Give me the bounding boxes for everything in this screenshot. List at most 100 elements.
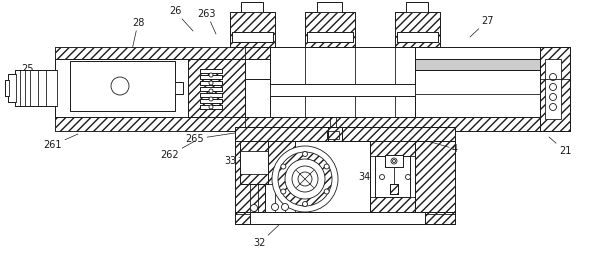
Bar [8, 74, 16, 102]
Bar [415, 59, 540, 70]
Bar [385, 155, 403, 167]
Text: 34: 34 [358, 163, 375, 182]
Circle shape [111, 77, 129, 95]
Bar [370, 141, 415, 156]
Bar [235, 212, 455, 224]
Text: 261: 261 [44, 134, 78, 150]
Bar [265, 141, 295, 184]
Circle shape [209, 81, 213, 85]
Text: 26: 26 [169, 6, 193, 31]
Circle shape [282, 203, 288, 210]
Bar [200, 99, 222, 103]
Text: 4: 4 [410, 136, 458, 154]
Bar [415, 47, 540, 117]
Bar [235, 127, 455, 141]
Bar [415, 141, 455, 214]
Bar [55, 59, 245, 117]
Bar [370, 197, 415, 212]
Text: 28: 28 [130, 18, 144, 59]
Bar [265, 141, 295, 212]
Circle shape [272, 203, 278, 210]
Bar [15, 70, 57, 106]
Bar [317, 2, 342, 12]
Bar [55, 117, 570, 131]
Bar [270, 84, 415, 96]
Bar [395, 12, 440, 47]
Circle shape [391, 158, 397, 164]
Bar [235, 127, 455, 141]
Bar [241, 2, 263, 12]
Text: 263: 263 [198, 9, 216, 34]
Bar [370, 141, 415, 212]
Circle shape [298, 172, 312, 186]
Bar [230, 12, 275, 47]
Text: 264: 264 [239, 6, 257, 21]
Bar [406, 2, 428, 12]
Circle shape [549, 73, 556, 81]
Bar [55, 47, 245, 59]
Bar [270, 47, 415, 117]
Circle shape [392, 160, 395, 162]
Circle shape [281, 164, 286, 169]
Bar [200, 81, 222, 85]
Bar [305, 12, 355, 47]
Bar [240, 141, 268, 184]
Circle shape [209, 89, 213, 93]
Bar [200, 105, 222, 109]
Circle shape [251, 205, 257, 211]
Bar [395, 12, 440, 47]
Bar [397, 32, 438, 42]
Bar [328, 127, 342, 141]
Circle shape [405, 174, 411, 179]
Bar [188, 59, 245, 117]
Bar [305, 12, 355, 47]
Bar [540, 47, 570, 131]
Bar [55, 117, 245, 131]
Bar [390, 184, 398, 194]
Circle shape [209, 105, 213, 109]
Bar [545, 59, 561, 119]
Text: 32: 32 [254, 221, 283, 248]
Bar [55, 47, 570, 59]
Bar [250, 212, 425, 224]
Bar [200, 69, 222, 73]
Bar [390, 184, 398, 194]
Bar [200, 87, 222, 91]
Text: 33: 33 [224, 151, 256, 166]
Circle shape [278, 152, 332, 206]
Text: 25: 25 [21, 64, 55, 94]
Circle shape [303, 201, 307, 206]
Circle shape [324, 189, 329, 194]
Bar [232, 32, 273, 42]
Circle shape [549, 93, 556, 100]
Bar [235, 141, 265, 214]
Text: 21: 21 [549, 137, 571, 156]
Bar [235, 212, 455, 224]
Circle shape [324, 164, 329, 169]
Text: 265: 265 [186, 131, 248, 144]
Circle shape [303, 151, 307, 157]
Circle shape [281, 189, 286, 194]
Circle shape [209, 97, 213, 101]
Circle shape [292, 166, 318, 192]
Bar [370, 141, 415, 212]
Bar [235, 141, 265, 214]
Bar [307, 32, 353, 42]
Bar [230, 12, 275, 47]
Bar [375, 156, 410, 197]
Bar [70, 61, 175, 111]
Text: 27: 27 [470, 16, 493, 37]
Bar [55, 59, 570, 79]
Bar [328, 127, 342, 141]
Bar [540, 47, 570, 131]
Circle shape [285, 159, 325, 199]
Circle shape [272, 146, 338, 212]
Bar [327, 131, 339, 139]
Bar [240, 141, 268, 151]
Circle shape [549, 83, 556, 90]
Bar [175, 82, 183, 94]
Bar [5, 80, 9, 96]
Bar [265, 141, 415, 212]
Text: 341: 341 [376, 156, 409, 170]
Circle shape [380, 174, 384, 179]
